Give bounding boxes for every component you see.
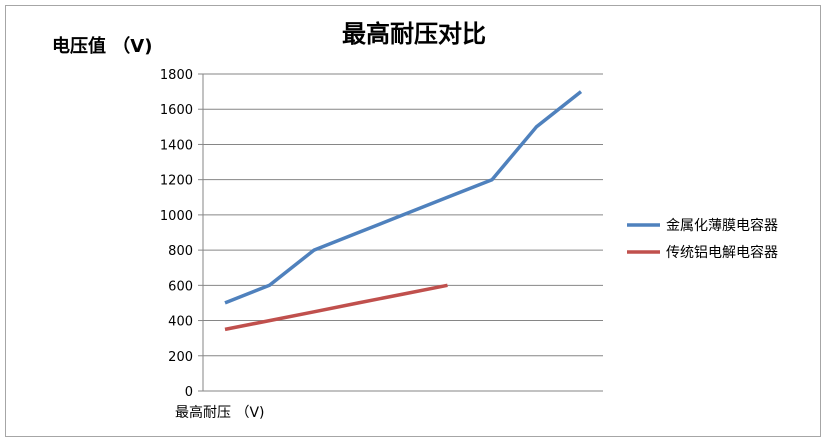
y-tick-label: 1800: [160, 68, 193, 83]
y-tick-label: 0: [185, 385, 193, 400]
legend-label: 金属化薄膜电容器: [666, 217, 778, 234]
legend-label: 传统铝电解电容器: [666, 244, 778, 261]
chart-frame: [5, 5, 821, 437]
y-tick-label: 600: [168, 279, 193, 294]
series-line-1: [224, 90, 583, 305]
y-tick-label: 400: [168, 315, 193, 330]
x-axis-label: 最高耐压 （V): [175, 404, 265, 421]
series-line-2: [224, 283, 448, 332]
gridlines: [198, 73, 603, 392]
y-tick-label: 1200: [160, 174, 193, 189]
y-tick-label: 800: [168, 244, 193, 259]
y-tick-label: 1600: [160, 103, 193, 118]
y-tick-label: 1400: [160, 138, 193, 153]
y-axis-label: 电压值 （V): [52, 35, 152, 57]
y-tick-label: 1000: [160, 209, 193, 224]
y-tick-labels: 0 200 400 600 800 1000 1200 1400 1600 1800: [160, 68, 193, 400]
series-lines: [224, 90, 583, 332]
chart-title: 最高耐压对比: [342, 19, 486, 48]
y-tick-label: 200: [168, 350, 193, 365]
